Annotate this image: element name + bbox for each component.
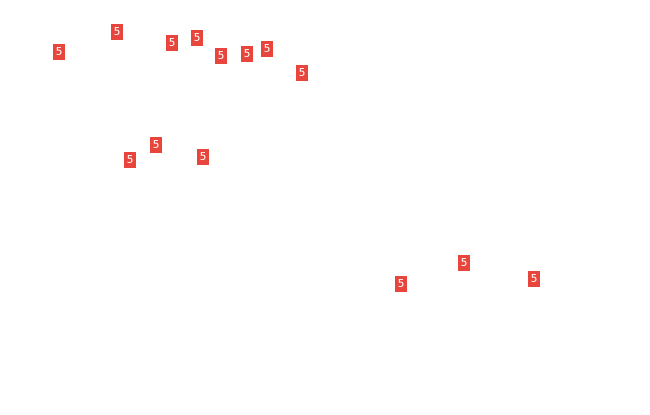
- marker-badge[interactable]: 5: [197, 149, 209, 165]
- marker-badge[interactable]: 5: [150, 137, 162, 153]
- marker-badge[interactable]: 5: [111, 24, 123, 40]
- marker-badge[interactable]: 5: [458, 255, 470, 271]
- marker-badge[interactable]: 5: [166, 35, 178, 51]
- marker-badge[interactable]: 5: [261, 41, 273, 57]
- marker-badge[interactable]: 5: [395, 276, 407, 292]
- marker-badge[interactable]: 5: [124, 152, 136, 168]
- marker-badge[interactable]: 5: [215, 48, 227, 64]
- marker-badge[interactable]: 5: [528, 271, 540, 287]
- marker-badge[interactable]: 5: [53, 44, 65, 60]
- marker-badge[interactable]: 5: [296, 65, 308, 81]
- marker-badge[interactable]: 5: [191, 30, 203, 46]
- marker-badge[interactable]: 5: [241, 46, 253, 62]
